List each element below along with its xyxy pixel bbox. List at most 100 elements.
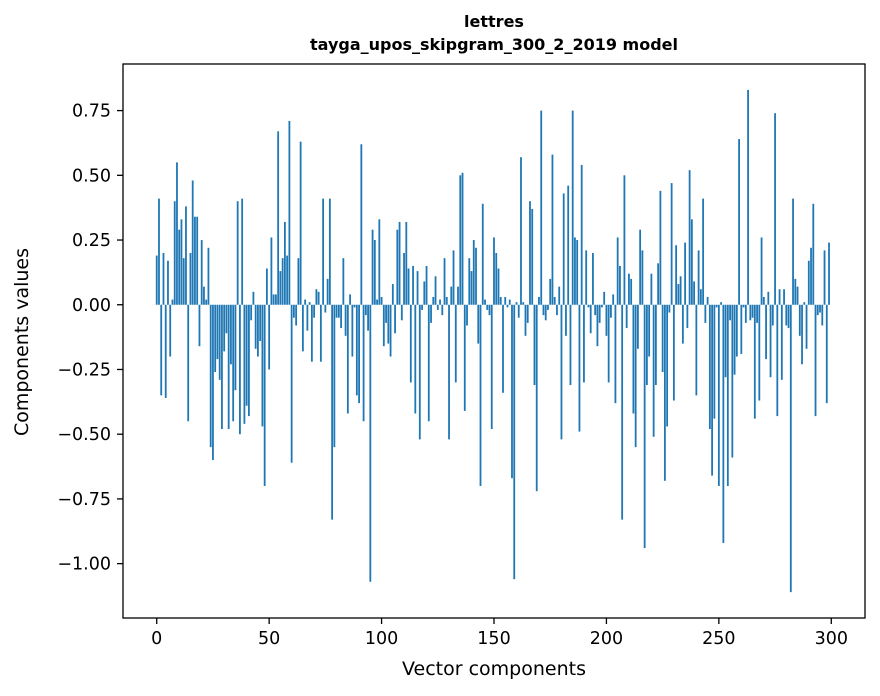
- bar: [448, 304, 450, 440]
- bar: [603, 291, 606, 305]
- bar: [445, 296, 448, 305]
- bar: [553, 296, 556, 305]
- bar: [531, 208, 534, 305]
- y-tick-label: −0.75: [57, 490, 111, 510]
- bar: [769, 304, 772, 378]
- bar: [657, 263, 660, 305]
- x-tick-label: 150: [477, 629, 510, 649]
- bar: [266, 268, 268, 305]
- bar: [459, 175, 462, 305]
- bar: [407, 268, 410, 305]
- bar: [540, 110, 543, 305]
- bar: [538, 296, 540, 305]
- bar: [403, 252, 405, 305]
- bar: [679, 276, 682, 305]
- bar: [576, 240, 579, 305]
- bar: [283, 221, 286, 305]
- bar: [218, 304, 221, 380]
- bar: [670, 183, 673, 305]
- bar: [234, 304, 237, 391]
- bar: [254, 304, 257, 349]
- bar: [396, 229, 399, 305]
- bar: [358, 304, 360, 404]
- bar: [652, 304, 655, 437]
- bar: [275, 294, 277, 305]
- bar: [346, 304, 349, 414]
- bar: [805, 304, 808, 349]
- bar: [544, 304, 547, 321]
- bar: [785, 304, 788, 326]
- bar: [583, 304, 585, 383]
- bar: [493, 237, 495, 305]
- bar: [212, 304, 214, 461]
- bar: [798, 304, 801, 336]
- bar: [227, 304, 230, 430]
- bar: [771, 304, 774, 326]
- bar: [466, 304, 468, 326]
- bar: [513, 304, 516, 580]
- bar: [504, 296, 507, 305]
- bar: [207, 247, 210, 305]
- bar: [405, 221, 408, 305]
- bar: [182, 258, 185, 305]
- bar: [380, 296, 383, 305]
- bar: [587, 304, 590, 308]
- bar: [533, 304, 536, 386]
- bar: [556, 304, 558, 316]
- bar: [409, 304, 412, 383]
- bar: [391, 284, 394, 305]
- bar: [605, 304, 608, 336]
- bar: [688, 170, 691, 305]
- bar: [789, 304, 792, 593]
- bar: [648, 304, 651, 357]
- bar: [735, 304, 738, 357]
- bar: [585, 250, 588, 305]
- bar: [470, 271, 473, 305]
- bar: [529, 201, 531, 305]
- bar: [389, 304, 392, 357]
- bar: [331, 304, 334, 520]
- bar: [749, 304, 752, 321]
- y-axis-label: Components values: [11, 247, 33, 437]
- bar: [699, 289, 702, 305]
- bar: [535, 304, 538, 492]
- bar: [499, 296, 502, 305]
- bar: [310, 304, 313, 362]
- bar: [337, 304, 340, 318]
- bar: [367, 304, 369, 331]
- bar: [747, 89, 749, 305]
- bar: [398, 221, 401, 305]
- bar: [814, 304, 817, 417]
- bar: [508, 299, 511, 305]
- bar: [223, 304, 226, 352]
- bar: [751, 304, 754, 318]
- bar: [155, 255, 158, 305]
- bar: [659, 190, 662, 305]
- bar: [614, 304, 617, 404]
- bar: [780, 304, 783, 380]
- bar: [225, 304, 228, 334]
- bar: [663, 304, 666, 481]
- bar: [169, 304, 172, 357]
- bar: [810, 247, 812, 305]
- bar: [191, 180, 194, 305]
- bar: [257, 304, 259, 357]
- bar: [205, 299, 208, 305]
- bar: [171, 299, 174, 305]
- bar: [250, 304, 253, 321]
- bar: [497, 268, 500, 305]
- bar: [825, 304, 828, 404]
- bar: [376, 299, 378, 305]
- bar-series: [155, 89, 830, 593]
- bar: [778, 289, 781, 305]
- bar: [297, 258, 300, 305]
- bar: [378, 219, 381, 305]
- bar: [214, 304, 217, 373]
- bar: [520, 157, 522, 305]
- bar: [335, 304, 338, 318]
- bar: [360, 144, 363, 305]
- bar: [373, 240, 376, 305]
- bar: [695, 304, 698, 396]
- bar: [668, 304, 671, 313]
